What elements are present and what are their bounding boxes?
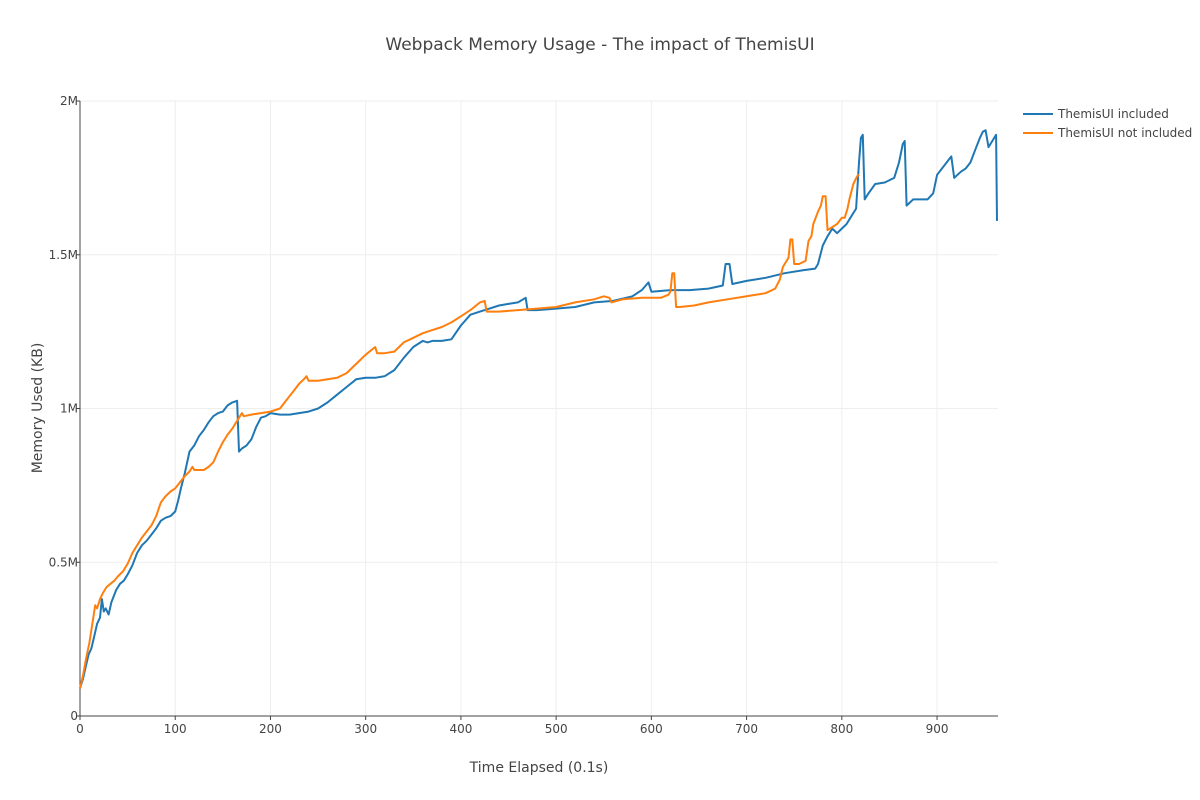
x-tick-label: 300 <box>354 722 377 736</box>
legend: ThemisUI included ThemisUI not included <box>1023 107 1192 140</box>
legend-label: ThemisUI included <box>1057 107 1169 121</box>
y-tick-label: 0.5M <box>49 555 78 569</box>
y-tick-label: 1.5M <box>49 248 78 262</box>
x-tick-label: 500 <box>545 722 568 736</box>
x-tick-label: 800 <box>830 722 853 736</box>
x-tick-label: 900 <box>926 722 949 736</box>
x-tick-label: 0 <box>76 722 84 736</box>
x-tick-label: 600 <box>640 722 663 736</box>
legend-item[interactable]: ThemisUI not included <box>1023 126 1192 140</box>
y-tick-label: 0 <box>70 709 78 723</box>
series-line-1 <box>79 174 860 689</box>
y-tick-label: 2M <box>60 94 78 108</box>
legend-item[interactable]: ThemisUI included <box>1023 107 1169 121</box>
chart-title: Webpack Memory Usage - The impact of The… <box>385 35 814 55</box>
y-axis-title: Memory Used (KB) <box>30 343 46 474</box>
y-tick-label: 1M <box>60 402 78 416</box>
x-tick-label: 100 <box>164 722 187 736</box>
series-lines <box>79 129 998 689</box>
gridlines <box>80 100 998 716</box>
x-tick-label: 400 <box>449 722 472 736</box>
legend-label: ThemisUI not included <box>1057 126 1192 140</box>
x-tick-label: 700 <box>735 722 758 736</box>
axes: 0 100 200 300 400 500 600 700 800 900 0 0.5M 1M 1.5M 2… <box>49 94 998 736</box>
series-line-0 <box>79 129 998 689</box>
x-tick-label: 200 <box>259 722 282 736</box>
x-axis-title: Time Elapsed (0.1s) <box>469 760 609 776</box>
